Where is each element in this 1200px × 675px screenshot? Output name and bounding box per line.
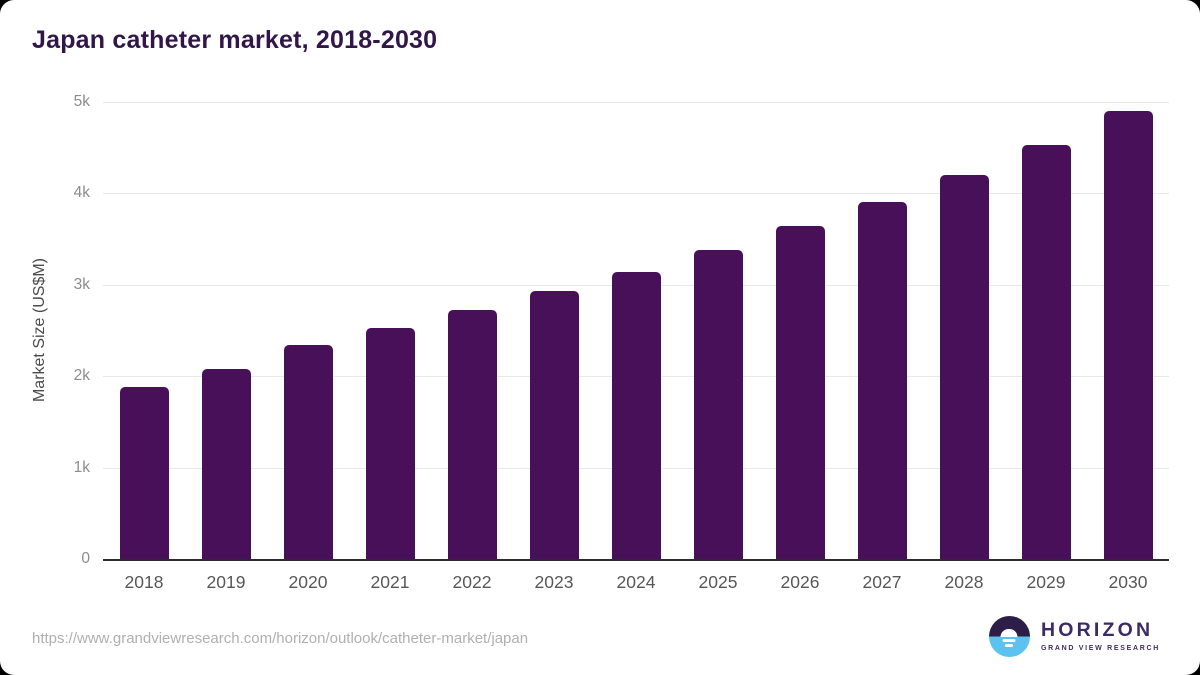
gridline-5k [103,102,1169,103]
bar-2023[interactable] [529,291,579,559]
bar-slot-2027 [841,102,923,559]
x-tick-label-2020: 2020 [288,572,328,592]
x-tick-label-2026: 2026 [780,572,820,592]
chart-title: Japan catheter market, 2018-2030 [32,26,438,54]
logo-brand-name: HORIZON [1040,619,1154,642]
bar-slot-2028 [923,102,1005,559]
bar-slot-2019 [185,102,267,559]
x-tick-label-2018: 2018 [124,572,164,592]
bar-2030[interactable] [1103,111,1153,559]
gridline-4k [103,193,1169,195]
bar-slot-2026 [759,102,841,559]
x-tick-label-2023: 2023 [534,572,574,592]
plot-area: 0 1k 2k 3k 4k 5k [74,93,1169,567]
bar-slot-2023 [513,102,595,559]
bar-slot-2021 [349,102,431,559]
source-url: https://www.grandviewresearch.com/horizo… [32,630,529,647]
logo-text: HORIZON GRAND VIEW RESEARCH [1041,621,1160,652]
y-axis-title: Market Size (US$M) [31,257,48,403]
horizon-logo: HORIZON GRAND VIEW RESEARCH [988,616,1160,657]
logo-subtitle: GRAND VIEW RESEARCH [1040,644,1160,652]
bar-slot-2030 [1087,102,1169,559]
y-tick-label-5k: 5k [73,93,90,110]
x-tick-label-2022: 2022 [452,572,492,592]
x-tick-label-2025: 2025 [698,572,738,592]
bar-slot-2018 [103,102,185,559]
y-tick-label-2k: 2k [73,367,90,385]
logo-sun-icon [1000,628,1018,637]
y-tick-label-4k: 4k [73,184,90,202]
x-tick-label-2027: 2027 [862,572,902,592]
bar-2028[interactable] [939,175,989,559]
bar-2027[interactable] [857,201,907,559]
x-tick-label-2030: 2030 [1108,572,1148,592]
bar-slot-2029 [1005,102,1087,559]
bar-slot-2022 [431,102,513,559]
bar-slot-2024 [595,102,677,559]
logo-wave-icon [1005,644,1014,648]
bar-2018[interactable] [119,387,169,559]
bar-2019[interactable] [201,368,251,559]
bar-2029[interactable] [1021,144,1071,559]
y-tick-label-3k: 3k [73,275,90,293]
bar-2021[interactable] [365,327,415,559]
bars-container [103,102,1169,559]
x-tick-label-2029: 2029 [1026,572,1066,592]
logo-wave-icon [1002,638,1016,642]
bar-2020[interactable] [283,345,333,559]
x-tick-label-2024: 2024 [616,572,656,592]
y-tick-label-0: 0 [81,550,90,567]
bar-2024[interactable] [611,272,661,559]
x-axis-labels: 2018 2019 2020 2021 2022 2023 2024 2025 2026 2027… [103,572,1169,593]
x-tick-label-2021: 2021 [370,572,410,592]
bar-slot-2020 [267,102,349,559]
horizon-logo-icon [988,616,1030,657]
y-tick-label-1k: 1k [73,458,90,476]
bar-2025[interactable] [693,250,743,559]
bar-slot-2025 [677,102,759,559]
bar-2026[interactable] [775,226,825,559]
x-tick-label-2019: 2019 [206,572,246,592]
x-tick-label-2028: 2028 [944,572,984,592]
bar-2022[interactable] [447,310,497,559]
